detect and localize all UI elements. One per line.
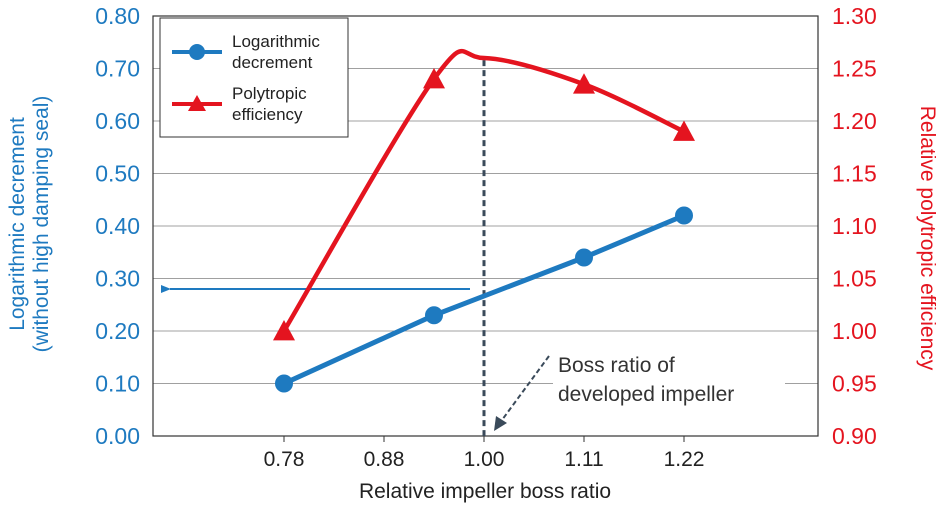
x-axis-ticks: 0.78 0.88 1.00 1.11 1.22 [264,436,705,471]
polytropic-efficiency-point [573,73,595,94]
legend-label-polytropic-line2: efficiency [232,105,303,124]
left-tick-label: 0.20 [95,318,140,344]
left-axis-ticks: 0.00 0.10 0.20 0.30 0.40 0.50 0.60 0.70 0.80 [95,3,140,449]
left-tick-label: 0.40 [95,213,140,239]
logarithmic-decrement-point [675,206,693,225]
left-axis-title-line2: (without high damping seal) [30,96,53,353]
right-axis-title: Relative polytropic efficiency [916,106,936,371]
polytropic-efficiency-point [673,120,695,141]
left-tick-label: 0.60 [95,108,140,134]
legend: Logarithmic decrement Polytropic efficie… [159,17,349,138]
polytropic-efficiency-point [273,320,295,341]
right-tick-label: 0.90 [832,423,877,449]
annotation-pointer-head [494,416,507,431]
left-tick-label: 0.80 [95,3,140,29]
left-tick-label: 0.10 [95,371,140,397]
legend-box [159,17,349,138]
annotation-pointer-line [501,355,550,421]
legend-label-polytropic-line1: Polytropic [232,84,307,103]
x-tick-label: 0.88 [364,448,405,471]
legend-marker-circle [189,44,205,60]
polytropic-efficiency-point [423,68,445,89]
x-tick-label: 1.22 [664,448,705,471]
x-tick-label: 1.11 [564,448,603,471]
logarithmic-decrement-point [275,374,293,393]
left-tick-label: 0.50 [95,161,140,187]
annotation-background [553,348,785,410]
right-axis-ticks: 0.90 0.95 1.00 1.05 1.10 1.15 1.20 1.25 1.30 [832,3,877,449]
right-tick-label: 1.25 [832,56,877,82]
right-tick-label: 1.20 [832,108,877,134]
right-tick-label: 1.15 [832,161,877,187]
right-tick-label: 1.05 [832,266,877,292]
left-tick-label: 0.00 [95,423,140,449]
left-axis-title-line1: Logarithmic decrement [6,117,29,331]
logarithmic-decrement-line [282,213,685,386]
left-tick-label: 0.30 [95,266,140,292]
left-axis-title: Logarithmic decrement (without high damp… [6,96,53,353]
x-tick-label: 0.78 [264,448,305,471]
right-tick-label: 0.95 [832,371,877,397]
logarithmic-decrement-point [575,248,593,267]
annotation-line-2: developed impeller [558,383,734,406]
polytropic-efficiency-line [282,48,685,333]
x-axis-title: Relative impeller boss ratio [359,480,611,503]
right-tick-label: 1.10 [832,213,877,239]
legend-label-logarithmic-line1: Logarithmic [232,32,320,51]
legend-marker-triangle [188,95,206,111]
right-tick-label: 1.00 [832,318,877,344]
left-tick-label: 0.70 [95,56,140,82]
reference-line-group [161,60,486,436]
annotation-line-1: Boss ratio of [558,354,675,377]
x-tick-label: 1.00 [464,448,505,471]
logarithmic-decrement-point [425,306,443,325]
legend-label-logarithmic-line2: decrement [232,53,313,72]
right-tick-label: 1.30 [832,3,877,29]
annotation-group: Boss ratio of developed impeller [494,348,785,431]
series-group [273,48,695,393]
